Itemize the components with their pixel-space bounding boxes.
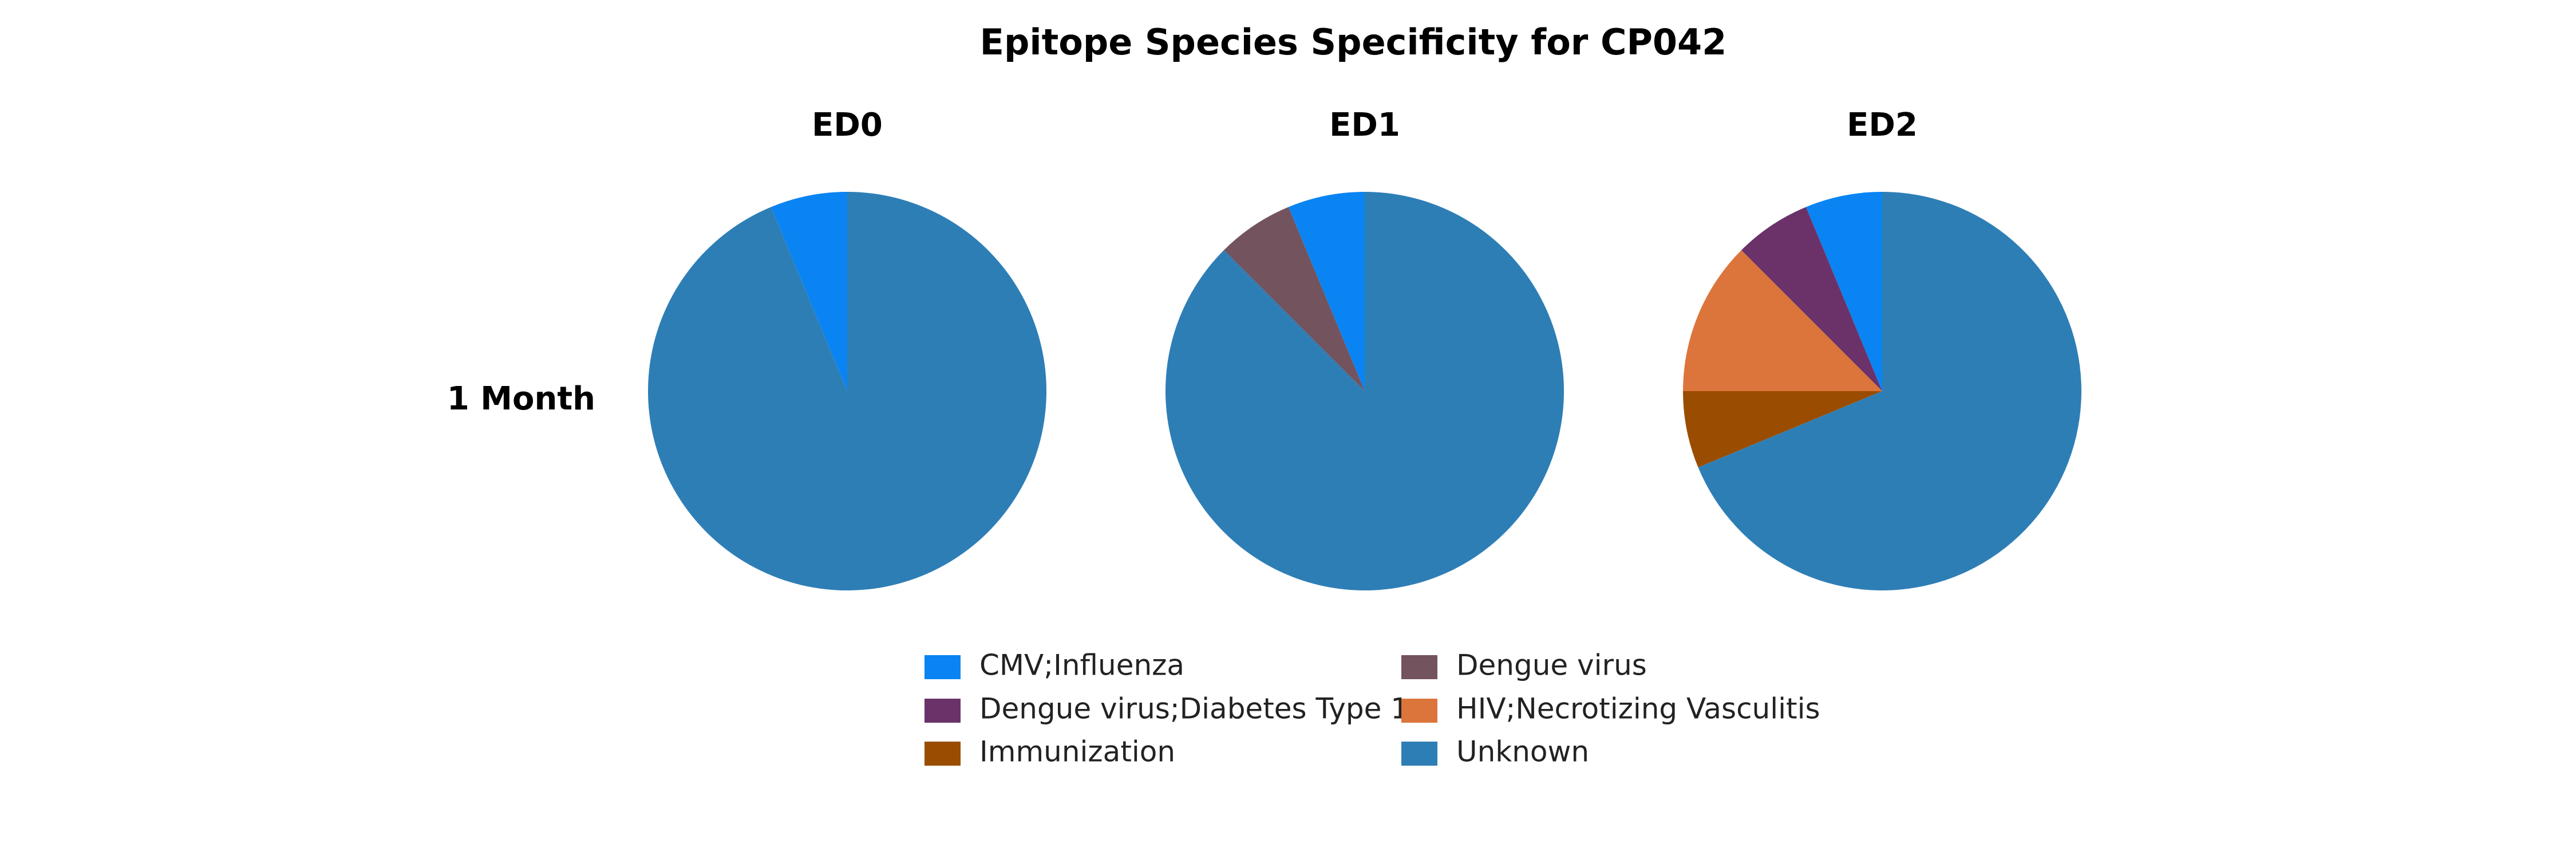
legend-swatch-dengue-virus xyxy=(1401,655,1437,679)
legend-swatch-unknown xyxy=(1401,742,1437,766)
pie-ed1-slice-cmv-influenza xyxy=(1288,192,1365,391)
pie-ed0-slice-unknown xyxy=(648,192,1047,590)
legend-label-hiv-necrotizing-vasculitis: HIV;Necrotizing Vasculitis xyxy=(1456,692,1820,726)
pie-ed2 xyxy=(1683,192,2082,590)
pie-ed0-slice-cmv-influenza xyxy=(771,192,847,391)
row-label-1-month: 1 Month xyxy=(447,380,595,417)
legend-label-unknown: Unknown xyxy=(1456,735,1589,769)
legend-label-cmv-influenza: CMV;Influenza xyxy=(979,649,1184,682)
pie-ed1-slice-dengue-virus xyxy=(1223,207,1365,391)
legend-item-dengue-virus: Dengue virus xyxy=(1401,649,1647,682)
legend-label-dengue-virus: Dengue virus xyxy=(1456,649,1647,682)
legend-swatch-dengue-virus-diabetes-type-1 xyxy=(924,699,961,723)
pie-ed2-slice-hiv-necrotizing-vasculitis xyxy=(1683,250,1882,391)
pie-ed2-slice-dengue-virus-diabetes-type-1 xyxy=(1741,207,1882,391)
pie-title-ed2: ED2 xyxy=(1847,107,1918,144)
legend-swatch-hiv-necrotizing-vasculitis xyxy=(1401,699,1437,723)
pie-ed1-slice-unknown xyxy=(1165,191,1564,590)
pie-ed2-slice-unknown xyxy=(1698,192,2082,590)
legend-item-cmv-influenza: CMV;Influenza xyxy=(924,649,1184,682)
legend-item-hiv-necrotizing-vasculitis: HIV;Necrotizing Vasculitis xyxy=(1401,692,1820,726)
pie-ed2-slice-cmv-influenza xyxy=(1805,192,1882,391)
legend-label-immunization: Immunization xyxy=(979,735,1175,769)
pie-title-ed1: ED1 xyxy=(1329,107,1400,144)
chart-title: Epitope Species Specificity for CP042 xyxy=(980,21,1727,63)
pie-ed1 xyxy=(1165,191,1564,590)
pie-ed0 xyxy=(648,192,1047,590)
legend-item-dengue-virus-diabetes-type-1: Dengue virus;Diabetes Type 1 xyxy=(924,692,1409,726)
legend-label-dengue-virus-diabetes-type-1: Dengue virus;Diabetes Type 1 xyxy=(979,692,1409,726)
legend-item-immunization: Immunization xyxy=(924,735,1175,769)
legend-item-unknown: Unknown xyxy=(1401,735,1589,769)
legend-swatch-cmv-influenza xyxy=(924,655,961,679)
pie-title-ed0: ED0 xyxy=(812,107,883,144)
pies-layer xyxy=(648,191,2082,590)
legend-swatch-immunization xyxy=(924,742,961,766)
pie-ed2-slice-immunization xyxy=(1683,391,1882,468)
legend: CMV;Influenza Dengue virus Dengue virus;Di… xyxy=(924,649,1820,769)
